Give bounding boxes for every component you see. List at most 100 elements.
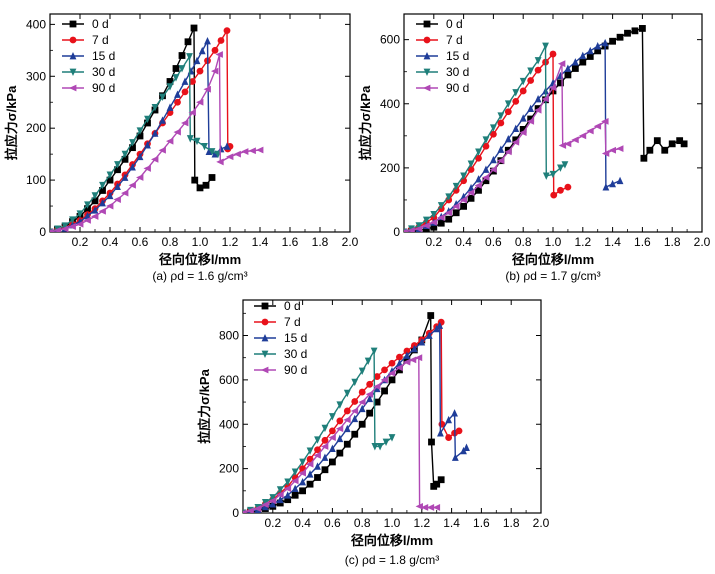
data-point [504,135,512,143]
data-point [534,57,542,65]
data-point [189,78,196,85]
data-point [91,206,99,214]
data-point [541,95,549,103]
data-point [261,502,269,511]
data-point [358,367,366,375]
data-point [358,388,366,396]
series-line [404,63,621,232]
data-point [365,390,374,398]
data-point [437,429,444,437]
data-point [114,166,121,174]
data-point [299,458,306,466]
data-point [217,37,225,44]
data-point [208,174,216,181]
data-point [482,136,490,144]
data-point [211,150,219,158]
data-point [527,67,535,75]
x-tick-label: 0.8 [354,516,371,530]
data-point [68,223,76,230]
data-point [226,153,234,161]
data-point [188,109,196,117]
data-point [467,183,475,192]
data-point [427,312,435,319]
y-tick-label: 600 [380,33,400,47]
legend-marker [69,68,77,76]
y-axis-title: 拉应力σ/kPa [4,85,19,160]
data-point [269,494,277,502]
series-line [50,54,261,232]
data-point [128,181,136,189]
legend-marker [261,302,269,310]
data-point [579,58,587,66]
data-point [336,434,344,443]
data-point [121,155,129,163]
x-tick-label: 1.8 [312,235,329,249]
data-point [216,158,224,166]
data-point [451,453,459,461]
x-tick-label: 1.2 [574,235,591,249]
legend-marker [423,84,431,92]
data-point [646,146,654,154]
x-tick-label: 1.8 [503,516,520,530]
data-point [158,146,166,154]
data-point [475,154,482,162]
data-point [452,209,460,217]
data-point [414,354,423,362]
data-point [430,210,438,219]
data-point [144,141,151,149]
data-point [504,100,512,108]
data-point [534,94,542,103]
series-30d [50,53,222,232]
data-point [467,189,475,197]
data-point [193,56,201,65]
data-point [609,37,616,45]
data-point [550,191,558,199]
data-point [284,496,292,504]
y-tick-label: 400 [26,17,46,31]
data-point [396,353,403,361]
x-axis-title: 径向位移l/mm [512,252,594,267]
data-point [99,181,106,190]
legend-marker [261,318,269,326]
legend-label: 7 d [446,33,463,47]
data-point [371,443,379,451]
data-point [243,509,247,513]
data-point [76,210,84,218]
data-point [186,135,194,143]
legend-label: 90 d [446,81,469,95]
data-point [50,228,54,232]
data-point [91,213,99,220]
data-point [366,380,374,388]
data-point [99,198,106,207]
series-15d [404,38,624,232]
data-point [198,46,206,55]
data-point [475,148,482,156]
legend-marker [261,366,269,374]
data-point [608,146,616,154]
x-axis-title: 径向位移l/mm [351,533,433,548]
data-point [223,142,231,150]
data-point [396,359,403,367]
data-point [451,409,458,417]
y-tick-label: 100 [26,173,46,187]
data-point [314,474,321,481]
data-point [129,144,136,152]
data-point [193,137,201,146]
x-tick-label: 1.2 [222,235,239,249]
data-point [388,369,396,377]
data-point [549,50,557,58]
data-point [496,157,505,165]
data-point [542,42,549,51]
x-tick-label: 1.6 [634,235,651,249]
data-point [429,218,438,226]
x-tick-label: 1.0 [384,516,401,530]
data-point [343,416,351,424]
data-point [321,424,329,433]
legend-label: 0 d [92,17,109,31]
data-point [631,27,639,35]
legend-label: 15 d [284,331,307,345]
y-tick-label: 200 [26,121,46,135]
data-point [261,499,269,507]
data-point [121,173,129,181]
data-point [99,187,106,194]
